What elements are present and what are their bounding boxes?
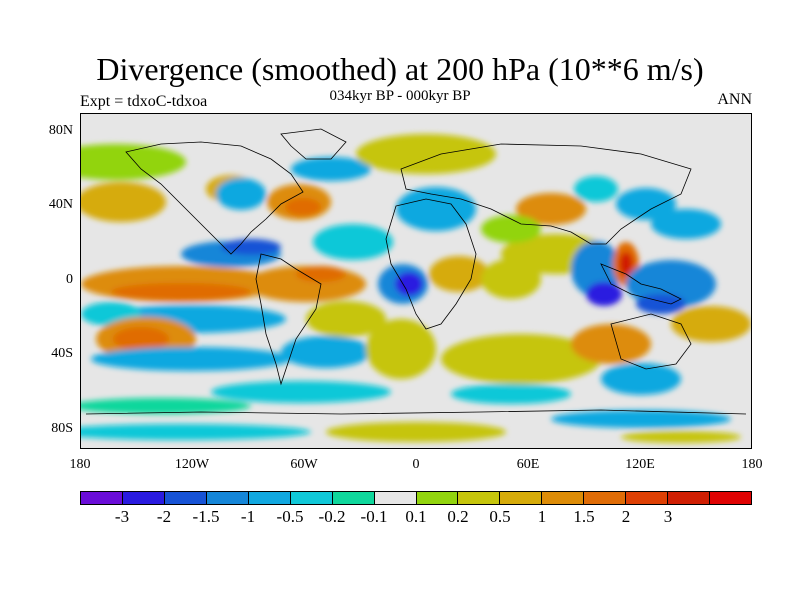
- x-tick-120w: 120W: [174, 457, 210, 472]
- colorbar-swatch: [374, 492, 417, 504]
- y-tick-40n: 40N: [48, 197, 73, 212]
- colorbar-label: -3: [114, 507, 130, 526]
- colorbar-swatch: [416, 492, 459, 504]
- colorbar-swatch: [710, 492, 751, 504]
- divergence-map: [80, 113, 752, 449]
- colorbar-label: -0.1: [360, 507, 388, 526]
- colorbar-swatch: [248, 492, 291, 504]
- experiment-label: Expt = tdxoC-tdxoa: [80, 93, 208, 110]
- colorbar-swatch: [542, 492, 585, 504]
- colorbar-label: -0.5: [276, 507, 304, 526]
- map-canvas: [81, 128, 751, 443]
- coastlines: [85, 128, 747, 415]
- colorbar-swatch: [668, 492, 711, 504]
- colorbar: [80, 491, 752, 505]
- y-tick-40s: 40S: [51, 346, 73, 361]
- page-title: Divergence (smoothed) at 200 hPa (10**6 …: [96, 51, 704, 87]
- colorbar-label: 1.5: [573, 507, 595, 526]
- colorbar-swatch: [458, 492, 501, 504]
- page-subtitle: 034kyr BP - 000kyr BP: [329, 88, 471, 104]
- colorbar-label: 0.2: [447, 507, 469, 526]
- x-tick-180w: 180: [69, 457, 91, 472]
- colorbar-label: 0.5: [489, 507, 511, 526]
- colorbar-swatch: [122, 492, 165, 504]
- y-tick-0: 0: [66, 272, 73, 287]
- divergence-field: [81, 134, 751, 443]
- colorbar-label: -1.5: [192, 507, 220, 526]
- season-label: ANN: [717, 91, 752, 108]
- colorbar-label: -2: [156, 507, 172, 526]
- colorbar-swatch: [290, 492, 333, 504]
- colorbar-swatch: [206, 492, 249, 504]
- colorbar-label: 0.1: [405, 507, 427, 526]
- colorbar-swatch: [332, 492, 375, 504]
- colorbar-swatch: [81, 492, 123, 504]
- x-tick-60w: 60W: [290, 457, 318, 472]
- x-tick-180e: 180: [741, 457, 763, 472]
- colorbar-label: 2: [621, 507, 631, 526]
- colorbar-label: 3: [663, 507, 673, 526]
- y-tick-80s: 80S: [51, 421, 73, 436]
- x-tick-0: 0: [412, 457, 420, 472]
- colorbar-label: -1: [240, 507, 256, 526]
- x-tick-120e: 120E: [625, 457, 655, 472]
- colorbar-label: 1: [537, 507, 547, 526]
- x-tick-60e: 60E: [516, 457, 540, 472]
- colorbar-label: -0.2: [318, 507, 346, 526]
- colorbar-swatch: [626, 492, 669, 504]
- colorbar-swatch: [500, 492, 543, 504]
- y-tick-80n: 80N: [48, 123, 73, 138]
- colorbar-swatch: [584, 492, 627, 504]
- colorbar-swatch: [164, 492, 207, 504]
